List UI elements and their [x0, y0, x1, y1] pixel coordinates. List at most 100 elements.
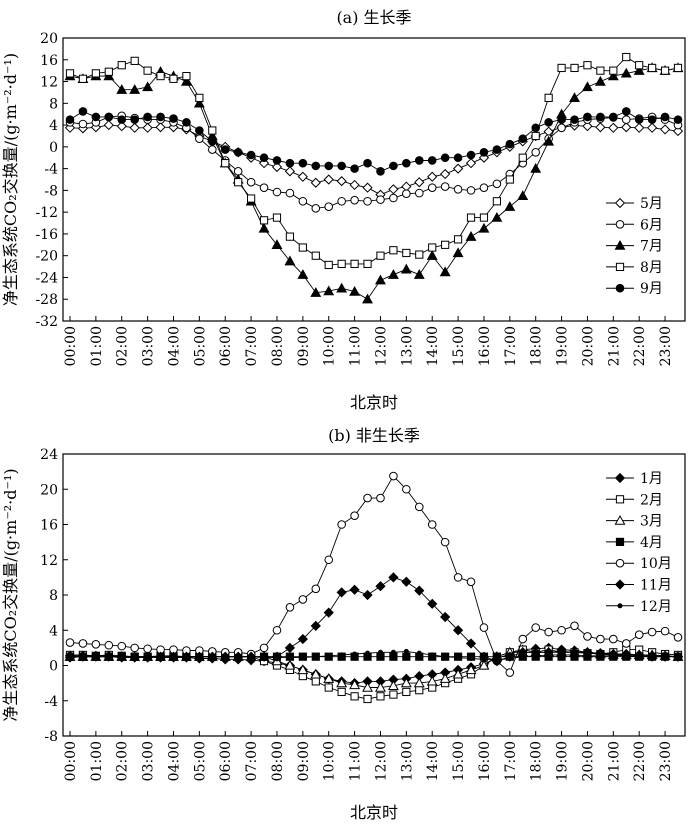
data-point [376, 692, 385, 701]
series-5月 [64, 119, 684, 200]
data-point [389, 471, 398, 481]
x-tick-label: 16:00 [477, 741, 493, 781]
x-tick-label: 06:00 [218, 741, 234, 781]
x-tick-label: 00:00 [63, 326, 79, 366]
x-tick-label: 08:00 [270, 741, 286, 781]
data-point [479, 623, 489, 632]
data-point [494, 657, 500, 663]
data-point [466, 577, 476, 587]
data-point [453, 573, 463, 582]
data-point [491, 211, 503, 222]
data-point [350, 195, 359, 205]
data-point [570, 621, 579, 631]
data-point [559, 652, 565, 658]
x-tick-label: 15:00 [451, 326, 467, 366]
x-tick-label: 14:00 [425, 741, 441, 781]
data-point [389, 193, 398, 203]
data-point [662, 654, 668, 660]
data-point [363, 259, 372, 268]
data-point [78, 74, 88, 83]
data-point [142, 122, 153, 133]
x-tick-label: 00:00 [63, 741, 79, 781]
data-point [117, 115, 127, 124]
data-point [621, 639, 631, 648]
data-point [544, 118, 553, 127]
data-point [620, 67, 632, 78]
data-point [145, 654, 151, 660]
data-point [323, 174, 334, 185]
plot-frame [62, 453, 686, 737]
series-line [69, 67, 679, 300]
data-point [324, 555, 334, 565]
data-point [478, 222, 490, 233]
data-point [310, 287, 322, 297]
data-point [531, 147, 541, 157]
series-line [69, 475, 679, 674]
data-point [350, 259, 359, 268]
x-tick-label: 03:00 [141, 741, 157, 781]
data-point [531, 123, 541, 133]
data-point [621, 115, 631, 124]
x-tick-label: 07:00 [244, 326, 260, 366]
data-point [259, 183, 269, 192]
data-point [400, 263, 412, 274]
data-point [233, 147, 243, 157]
legend-label: 7月 [640, 239, 663, 255]
data-point [557, 63, 566, 73]
data-point [78, 639, 88, 648]
data-point [235, 654, 241, 660]
data-point [246, 150, 256, 160]
data-point [117, 61, 126, 70]
data-point [104, 112, 114, 122]
x-tick-label: 04:00 [166, 326, 182, 366]
data-point [117, 641, 127, 651]
data-point [336, 587, 347, 598]
data-point [439, 673, 451, 683]
y-tick-label: 0 [49, 140, 58, 156]
series-6月 [65, 111, 683, 213]
data-point [414, 502, 424, 512]
y-tick-label: 24 [40, 447, 58, 463]
data-point [389, 161, 398, 171]
data-point [427, 598, 438, 609]
y-tick-label: -24 [35, 270, 58, 286]
y-tick-label: -28 [35, 292, 58, 308]
data-point [610, 653, 616, 659]
x-tick-label: 12:00 [373, 741, 389, 781]
data-point [298, 158, 308, 168]
data-point [492, 145, 502, 154]
data-point [248, 654, 254, 660]
data-point [439, 266, 451, 277]
chart-title: (b) 非生长季 [328, 426, 420, 445]
data-point [621, 107, 631, 116]
x-tick-label: 23:00 [658, 326, 674, 366]
data-point [65, 69, 75, 78]
data-point [413, 677, 425, 688]
data-point [453, 235, 463, 244]
data-point [336, 677, 348, 688]
y-tick-label: -4 [44, 694, 58, 710]
data-point [479, 147, 489, 157]
x-tick-label: 22:00 [632, 326, 648, 366]
x-tick-label: 21:00 [606, 741, 622, 781]
data-point [466, 213, 476, 222]
series-10月 [65, 471, 683, 677]
data-point [297, 633, 308, 645]
data-point [326, 653, 332, 659]
data-point [182, 71, 191, 81]
data-point [647, 627, 657, 637]
data-point [660, 112, 670, 122]
data-point [195, 134, 204, 143]
x-tick-label: 02:00 [115, 326, 131, 366]
data-point [208, 126, 217, 135]
data-point [400, 677, 412, 688]
data-point [492, 197, 501, 206]
series-9月 [65, 107, 683, 176]
data-point [259, 216, 269, 225]
data-point [104, 640, 114, 650]
data-point [284, 166, 296, 177]
data-point [271, 161, 283, 173]
data-point [672, 125, 684, 137]
data-point [466, 150, 476, 160]
